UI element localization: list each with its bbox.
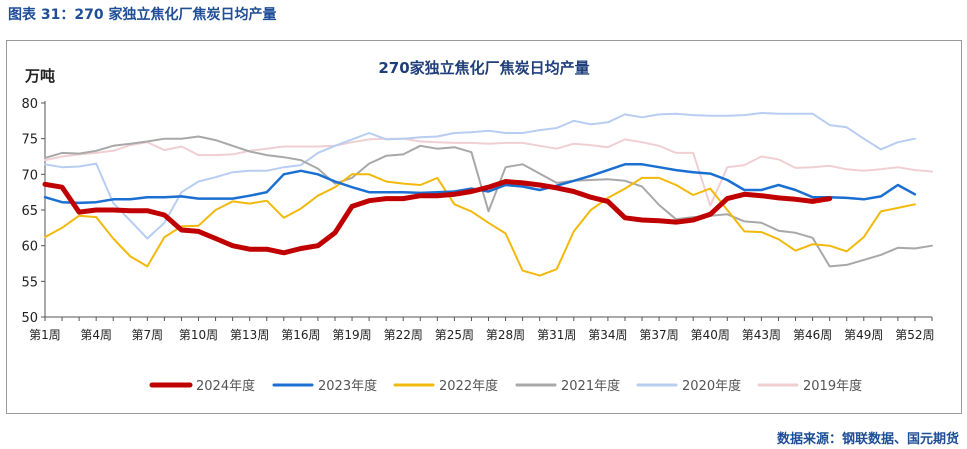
x-tick-label: 第43周: [742, 328, 781, 342]
x-tick-label: 第22周: [384, 328, 423, 342]
chart-frame: 270家独立焦化厂焦炭日均产量 万吨 50 55 60 65 70 75 80 第1周 第4周 第…: [6, 40, 962, 414]
x-tick-label: 第16周: [281, 328, 320, 342]
x-tick-label: 第31周: [537, 328, 576, 342]
series-line-2020年度: [44, 112, 916, 240]
x-tick-label: 第49周: [844, 328, 883, 342]
series-group: [42, 112, 933, 277]
series-line-2022年度: [44, 173, 916, 277]
y-tick-label: 60: [21, 240, 38, 255]
legend-label: 2020年度: [682, 378, 741, 394]
x-tick-label: 第4周: [80, 328, 112, 342]
x-tick-label: 第7周: [132, 328, 164, 342]
legend-label: 2019年度: [803, 378, 862, 394]
y-tick-label: 50: [21, 311, 38, 326]
x-tick-label: 第19周: [332, 328, 371, 342]
y-tick-label: 70: [21, 168, 38, 183]
series-line-2021年度: [44, 135, 933, 268]
x-tick-label: 第1周: [29, 328, 61, 342]
series-line-2024年度: [42, 179, 833, 256]
x-tick-label: 第46周: [793, 328, 832, 342]
x-tick-label: 第28周: [486, 328, 525, 342]
x-tick-label: 第10周: [179, 328, 218, 342]
line-chart: 270家独立焦化厂焦炭日均产量 万吨 50 55 60 65 70 75 80 第1周 第4周 第…: [21, 59, 934, 394]
x-tick-label: 第52周: [895, 328, 934, 342]
series-line-2019年度: [44, 137, 933, 207]
legend: 2024年度 2023年度 2022年度 2021年度 2020年度 2019年度: [149, 378, 862, 394]
y-tick-label: 75: [21, 133, 38, 148]
legend-label: 2024年度: [196, 378, 255, 394]
x-tick-label: 第34周: [588, 328, 627, 342]
y-tick-label: 80: [21, 97, 38, 112]
axes-group: 50556065707580第1周 第4周 第7周 第10周 第13周 第16周 第19周第…: [21, 97, 934, 342]
y-tick-label: 65: [21, 204, 38, 219]
legend-label: 2021年度: [561, 378, 620, 394]
x-tick-label: 第40周: [691, 328, 730, 342]
y-axis-label: 万吨: [24, 67, 55, 85]
chart-title: 270家独立焦化厂焦炭日均产量: [378, 59, 589, 77]
x-tick-label: 第37周: [639, 328, 678, 342]
source-note: 数据来源：钢联数据、国元期货: [776, 432, 959, 447]
x-tick-label: 第25周: [435, 328, 474, 342]
figure-caption: 图表 31：270 家独立焦化厂焦炭日均产量: [8, 7, 277, 23]
x-tick-label: 第13周: [230, 328, 269, 342]
legend-label: 2023年度: [318, 378, 377, 394]
y-tick-label: 55: [21, 275, 38, 290]
legend-label: 2022年度: [439, 378, 498, 394]
